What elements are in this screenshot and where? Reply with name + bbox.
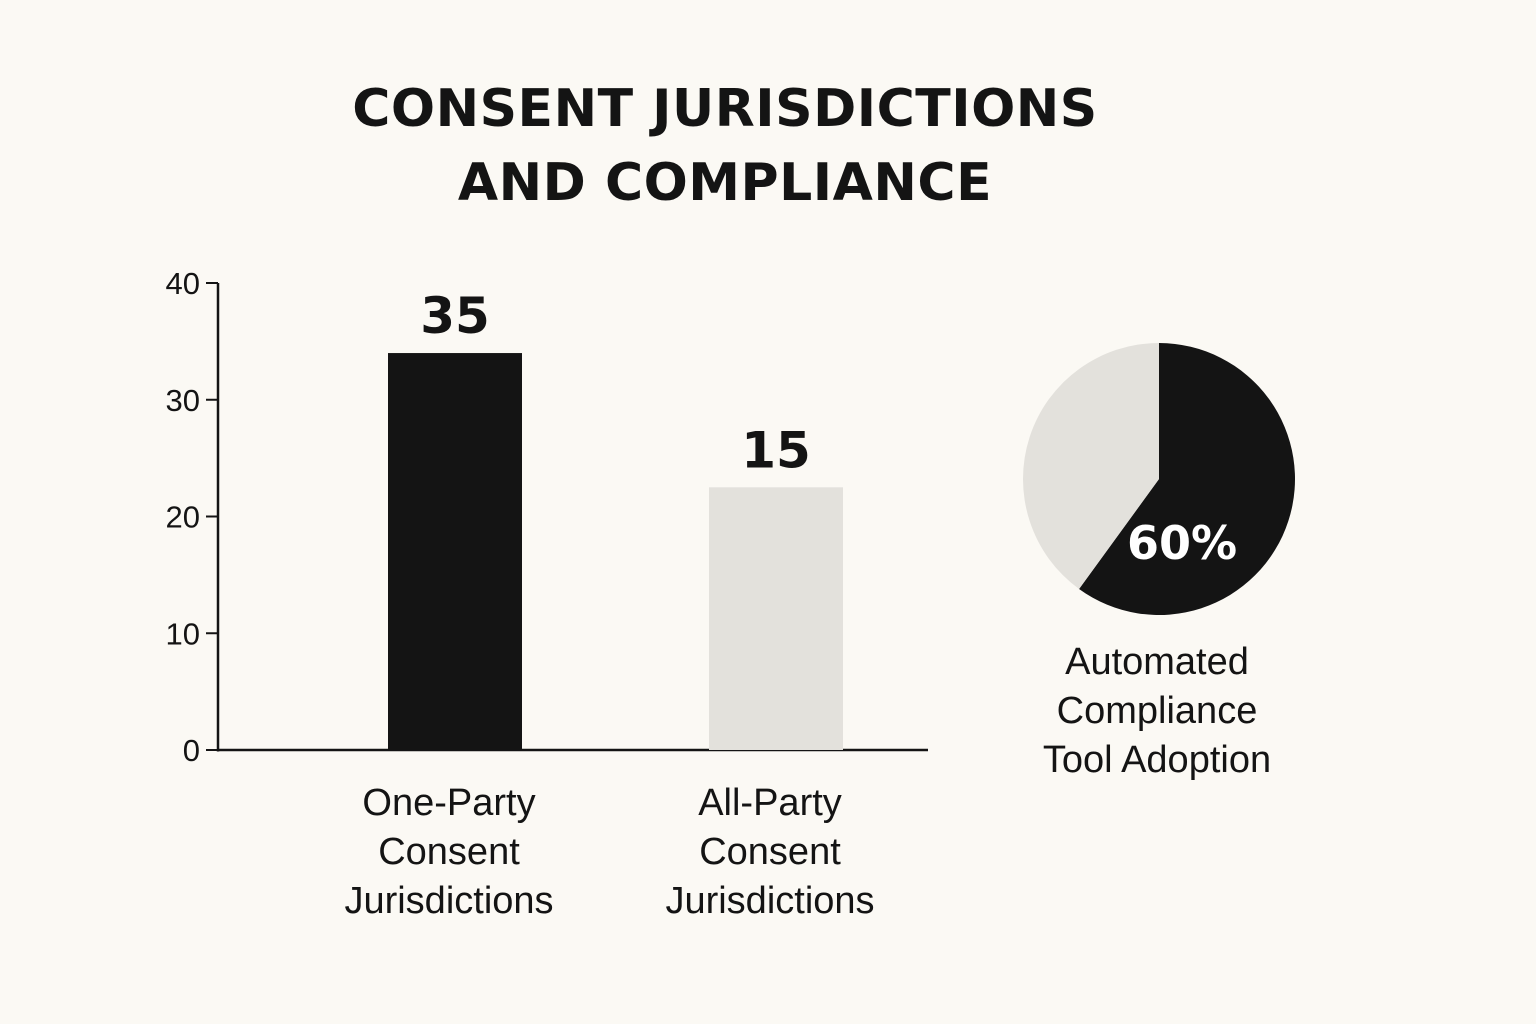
pie-slice-label: 60% [1127, 516, 1237, 570]
y-tick-label: 20 [166, 500, 200, 535]
bar [388, 353, 522, 750]
y-tick-label: 40 [166, 266, 200, 301]
chart-title: CONSENT JURISDICTIONS AND COMPLIANCE [0, 72, 1450, 220]
x-category-label: Jurisdictions [344, 880, 553, 922]
chart-title-line-1: CONSENT JURISDICTIONS [352, 79, 1098, 139]
y-tick-label: 0 [183, 733, 200, 768]
pie-caption: Compliance [1057, 690, 1258, 732]
y-tick-label: 30 [166, 383, 200, 418]
x-category-label: All-Party [698, 782, 842, 824]
pie-caption: Automated [1065, 641, 1249, 683]
bar-chart: 0 10 20 30 40 35 One-Party Consent Jurisdictions… [166, 266, 928, 922]
bar [709, 487, 843, 750]
bar-data-label: 15 [741, 421, 811, 479]
pie-chart: 60% Automated Compliance Tool Adoption [1022, 343, 1295, 781]
pie-slice [1022, 343, 1159, 590]
x-category-label: Consent [699, 831, 841, 873]
x-category-label: Jurisdictions [665, 880, 874, 922]
x-category-label: Consent [378, 831, 520, 873]
bar-data-label: 35 [420, 287, 490, 345]
x-category-label: One-Party [362, 782, 535, 824]
pie-caption: Tool Adoption [1043, 739, 1271, 781]
pie-slice [1079, 343, 1295, 615]
y-tick-label: 10 [166, 616, 200, 651]
chart-title-line-2: AND COMPLIANCE [457, 153, 993, 213]
